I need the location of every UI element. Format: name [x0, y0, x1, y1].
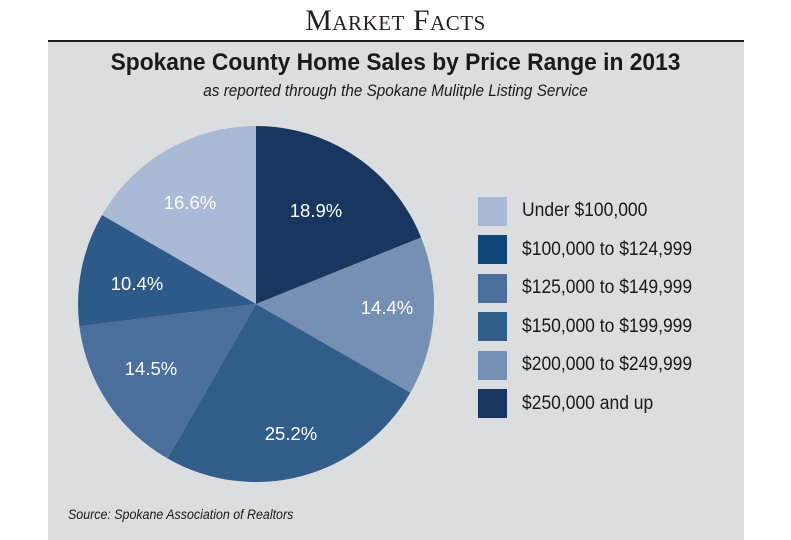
slice-label-250k-up: 18.9%: [290, 200, 342, 221]
legend-label: $200,000 to $249,999: [522, 354, 693, 376]
slice-label-125k-149k: 14.5%: [125, 358, 177, 379]
slice-100k-124k: [78, 215, 256, 327]
slice-label-200k-249k: 14.4%: [361, 297, 413, 318]
legend-label: $125,000 to $149,999: [522, 277, 693, 299]
chart-legend: Under $100,000 $100,000 to $124,999 $125…: [478, 192, 707, 423]
legend-item-100k-124k: $100,000 to $124,999: [478, 231, 707, 270]
legend-item-200k-249k: $200,000 to $249,999: [478, 346, 707, 385]
slice-label-100k-124k: 10.4%: [111, 273, 163, 294]
slice-200k-249k: [256, 237, 435, 393]
legend-label: $250,000 and up: [522, 392, 654, 414]
legend-swatch: [478, 389, 507, 419]
slice-label-under-100k: 16.6%: [164, 192, 216, 213]
legend-swatch: [478, 312, 507, 342]
chart-subtitle: as reported through the Spokane Mulitple…: [203, 81, 588, 100]
legend-label: $150,000 to $199,999: [522, 315, 693, 337]
slice-125k-149k: [79, 304, 257, 459]
masthead-title: Market Facts: [305, 4, 486, 37]
slice-under-100k: [102, 126, 256, 304]
legend-swatch: [478, 235, 507, 265]
legend-item-250k-up: $250,000 and up: [478, 385, 707, 424]
slice-label-150k-199k: 25.2%: [265, 423, 317, 444]
slice-250k-up: [256, 126, 422, 304]
legend-swatch: [478, 273, 507, 303]
legend-label: $100,000 to $124,999: [522, 238, 693, 260]
legend-swatch: [478, 350, 507, 380]
legend-label: Under $100,000: [522, 200, 648, 222]
legend-item-125k-149k: $125,000 to $149,999: [478, 269, 707, 308]
chart-title: Spokane County Home Sales by Price Range…: [110, 49, 681, 76]
legend-item-150k-199k: $150,000 to $199,999: [478, 308, 707, 347]
legend-item-under-100k: Under $100,000: [478, 192, 707, 231]
legend-swatch: [478, 196, 507, 226]
slice-150k-199k: [167, 304, 411, 483]
source-note: Source: Spokane Association of Realtors: [68, 507, 294, 522]
masthead-rule: [48, 40, 744, 42]
